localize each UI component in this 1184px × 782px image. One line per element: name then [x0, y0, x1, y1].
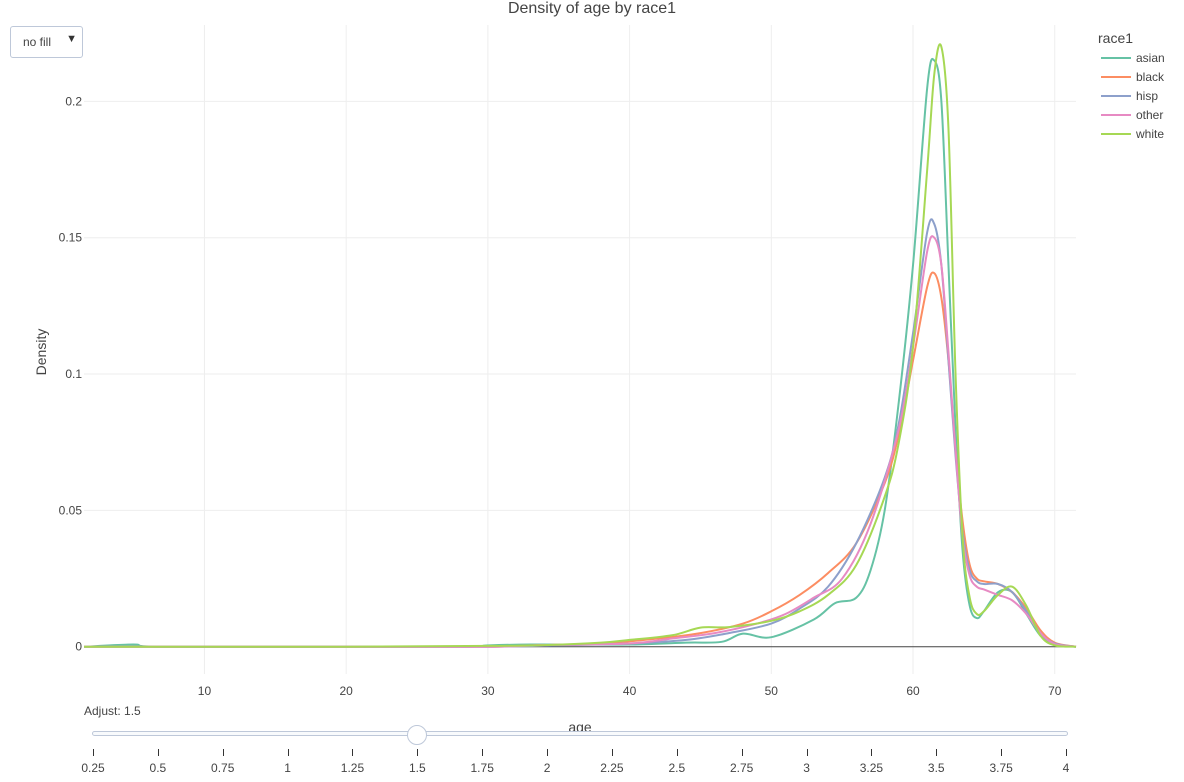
x-tick-label: 70 — [1048, 684, 1062, 698]
legend: race1 asian black hisp other white — [1098, 30, 1165, 141]
slider-tick — [287, 749, 289, 756]
y-tick-label: 0 — [75, 640, 82, 654]
fill-dropdown-value: no fill — [23, 35, 52, 49]
adjust-prefix: Adjust: — [84, 704, 125, 718]
adjust-value: 1.5 — [124, 704, 141, 718]
y-tick-label: 0.05 — [59, 503, 83, 517]
slider-tick — [741, 749, 743, 756]
series-line-asian[interactable] — [83, 57, 1077, 648]
series-line-other[interactable] — [84, 235, 1077, 648]
slider-tick-label[interactable]: 3 — [803, 761, 810, 775]
x-tick-label: 30 — [481, 684, 495, 698]
slider-tick-label[interactable]: 2.75 — [729, 761, 754, 775]
legend-title: race1 — [1098, 30, 1133, 46]
x-tick-label: 20 — [339, 684, 353, 698]
adjust-slider-handle[interactable] — [407, 725, 428, 745]
slider-tick-label[interactable]: 2.5 — [668, 761, 686, 775]
slider-tick — [93, 749, 94, 756]
slider-tick — [1001, 749, 1003, 756]
slider-tick-label[interactable]: 2.25 — [600, 761, 624, 775]
legend-label-hisp[interactable]: hisp — [1136, 89, 1158, 103]
slider-tick-label[interactable]: 0.25 — [81, 761, 105, 775]
slider-tick — [806, 749, 808, 756]
adjust-label: Adjust: 1.5 — [84, 704, 141, 718]
slider-tick-label[interactable]: 4 — [1062, 761, 1070, 775]
fill-dropdown[interactable]: no fill ▼ — [10, 26, 83, 58]
series-lines[interactable] — [83, 43, 1077, 648]
legend-label-black[interactable]: black — [1136, 70, 1165, 84]
slider-tick — [482, 749, 484, 756]
slider-tick-label[interactable]: 2 — [543, 761, 551, 775]
slider-tick-label[interactable]: 0.75 — [211, 761, 235, 775]
slider-tick-label[interactable]: 3.25 — [859, 761, 884, 775]
slider-tick-label[interactable]: 0.5 — [149, 761, 167, 775]
slider-tick — [157, 749, 159, 756]
y-tick-label: 0.2 — [65, 94, 82, 108]
slider-tick-label[interactable]: 1.5 — [408, 761, 426, 775]
slider-tick-label[interactable]: 1.75 — [470, 761, 494, 775]
x-axis-ticks: 10 20 30 40 50 60 70 — [198, 684, 1062, 698]
series-line-white[interactable] — [83, 43, 1077, 648]
slider-tick-label[interactable]: 3.5 — [927, 761, 945, 775]
slider-tick-label[interactable]: 1 — [284, 761, 291, 775]
slider-tick — [417, 749, 419, 756]
x-tick-label: 10 — [198, 684, 212, 698]
adjust-slider-track[interactable] — [92, 731, 1068, 736]
legend-label-white[interactable]: white — [1135, 127, 1164, 141]
x-tick-label: 50 — [765, 684, 779, 698]
slider-tick-label[interactable]: 1.25 — [340, 761, 365, 775]
slider-tick — [611, 749, 613, 756]
chevron-down-icon: ▼ — [66, 33, 77, 45]
y-axis-ticks: 0 0.05 0.1 0.15 0.2 — [59, 94, 83, 653]
gridlines — [84, 25, 1076, 674]
y-tick-label: 0.1 — [65, 367, 82, 381]
y-tick-label: 0.15 — [59, 231, 83, 245]
slider-tick — [547, 749, 549, 756]
slider-tick — [222, 749, 224, 756]
x-tick-label: 60 — [906, 684, 920, 698]
slider-tick — [1066, 749, 1067, 756]
slider-tick — [871, 749, 873, 756]
y-axis-title: Density — [33, 329, 49, 376]
slider-tick-label[interactable]: 3.75 — [989, 761, 1013, 775]
slider-tick — [352, 749, 354, 756]
chart-title: Density of age by race1 — [508, 0, 676, 17]
legend-label-other[interactable]: other — [1136, 108, 1163, 122]
slider-tick — [936, 749, 938, 756]
slider-tick — [676, 749, 678, 756]
legend-label-asian[interactable]: asian — [1136, 51, 1165, 65]
series-line-black[interactable] — [84, 271, 1077, 648]
x-tick-label: 40 — [623, 684, 637, 698]
